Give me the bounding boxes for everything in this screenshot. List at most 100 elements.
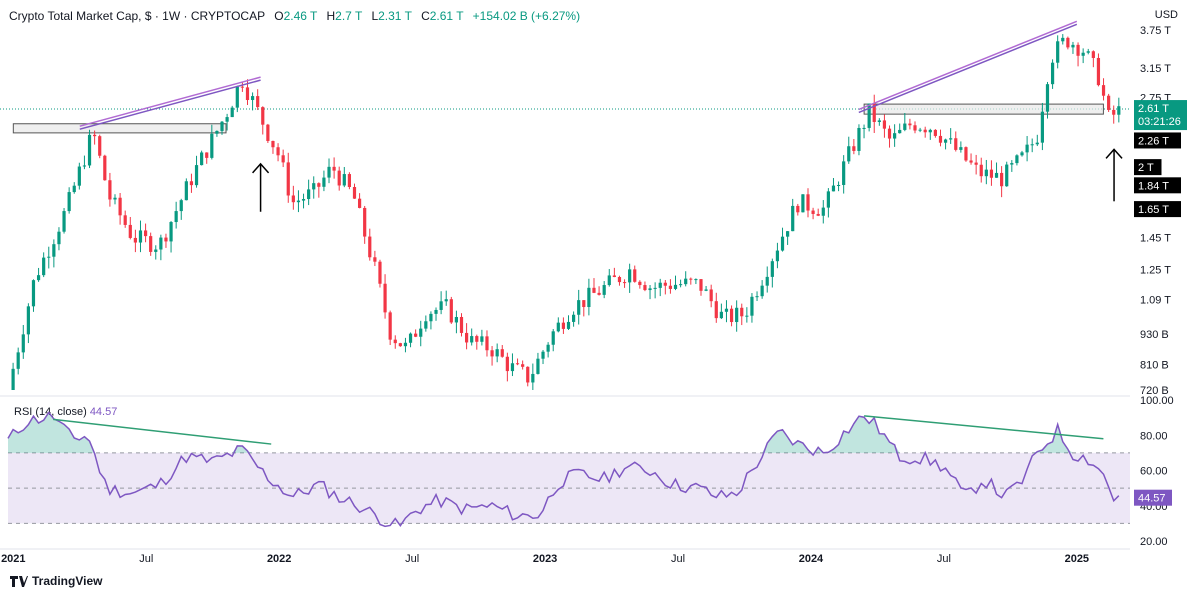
candle-body	[1045, 84, 1050, 112]
candle-49	[261, 106, 265, 135]
candle-110	[572, 311, 576, 327]
rsi-pane[interactable]	[7, 411, 1130, 528]
candle-186	[959, 141, 963, 153]
candle-120	[622, 279, 627, 288]
candle-body	[836, 184, 841, 186]
candle-body	[526, 366, 530, 383]
candle-body	[352, 187, 357, 199]
candle-173	[893, 124, 897, 147]
candle-body	[62, 211, 66, 232]
candle-body	[714, 301, 718, 319]
candle-137	[709, 284, 713, 308]
candle-body	[154, 249, 158, 252]
candle-216	[1112, 105, 1116, 124]
currency-label[interactable]: USD	[1154, 9, 1178, 21]
candle-26	[143, 223, 148, 243]
candle-body	[184, 181, 188, 201]
candle-body	[327, 166, 331, 178]
candle-body	[541, 351, 545, 359]
candle-170	[877, 118, 881, 126]
rsi-header[interactable]: RSI (14, close) 44.57	[14, 406, 117, 418]
candle-4	[31, 279, 36, 312]
candle-102	[531, 363, 535, 390]
candle-body	[531, 373, 535, 383]
candle-body	[780, 236, 785, 251]
candle-body	[480, 336, 484, 342]
candle-body	[556, 322, 560, 332]
candle-112	[582, 300, 586, 317]
candle-162	[836, 181, 841, 192]
candle-44	[235, 85, 239, 113]
candle-131	[679, 279, 683, 288]
candle-body	[770, 261, 774, 277]
candle-36	[194, 155, 199, 188]
trend-line-upper-0	[79, 76, 261, 127]
candle-body	[87, 134, 92, 166]
candle-206	[1061, 34, 1065, 45]
candle-80	[419, 320, 423, 347]
candle-body	[1071, 44, 1075, 48]
candle-118	[612, 267, 616, 278]
candle-187	[964, 146, 968, 162]
candle-89	[464, 323, 469, 350]
candle-body	[266, 124, 270, 141]
candle-210	[1081, 48, 1085, 64]
candle-133	[689, 277, 693, 285]
candle-body	[842, 161, 846, 185]
candle-body	[296, 200, 301, 203]
candle-101	[526, 366, 530, 387]
candle-body	[312, 183, 316, 190]
candle-body	[210, 133, 214, 158]
candle-86	[449, 296, 453, 324]
candle-body	[877, 120, 881, 122]
candle-body	[189, 181, 194, 186]
candle-body	[694, 279, 698, 281]
candle-body	[1061, 37, 1065, 42]
candle-191	[984, 159, 988, 185]
candle-3	[26, 303, 30, 344]
price-label-3: 1.84 T	[1134, 177, 1181, 194]
price-pane[interactable]	[0, 20, 1130, 390]
candle-144	[745, 307, 749, 323]
resistance-zone-1	[863, 103, 1104, 115]
candle-28	[154, 245, 158, 260]
candle-body	[179, 200, 183, 212]
candle-13	[77, 162, 81, 190]
candle-body	[689, 278, 693, 280]
candle-134	[694, 278, 698, 285]
candle-31	[169, 221, 173, 253]
arrow-1	[1105, 148, 1123, 202]
candle-55	[291, 185, 295, 210]
tradingview-logo[interactable]: TradingView	[10, 574, 102, 588]
candle-body	[1112, 109, 1116, 115]
candle-body	[459, 316, 464, 333]
rsi-label: RSI (14, close)	[14, 406, 87, 418]
candle-30	[164, 233, 168, 248]
candle-54	[286, 152, 290, 203]
candle-body	[98, 136, 102, 156]
candle-127	[658, 278, 662, 297]
candle-body	[220, 121, 224, 131]
candle-body	[806, 194, 810, 211]
candle-body	[1101, 85, 1106, 96]
candle-111	[577, 289, 581, 325]
candle-183	[943, 138, 948, 150]
price-label-bg	[1134, 100, 1187, 131]
candle-164	[847, 136, 851, 164]
candle-body	[495, 349, 499, 357]
candle-71	[373, 250, 377, 267]
candle-198	[1020, 150, 1024, 157]
candle-body	[572, 314, 576, 322]
candle-body	[592, 287, 596, 293]
candle-body	[1035, 142, 1039, 145]
candle-body	[194, 165, 199, 186]
candle-122	[633, 265, 637, 283]
candle-body	[261, 107, 265, 125]
candle-160	[826, 188, 830, 218]
candle-125	[648, 285, 652, 300]
candle-37	[200, 150, 204, 166]
resistance-zone-0	[12, 123, 227, 134]
candle-body	[42, 257, 46, 276]
price-label-bg	[1134, 177, 1181, 194]
